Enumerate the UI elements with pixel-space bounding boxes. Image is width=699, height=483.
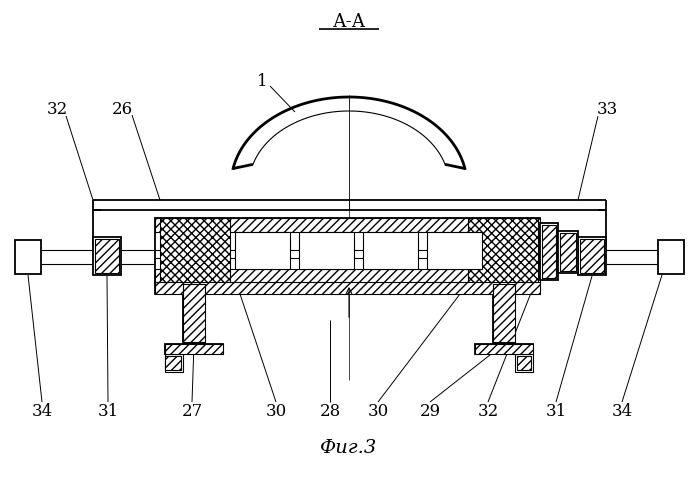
Text: 27: 27 (181, 403, 203, 421)
Text: 29: 29 (419, 403, 440, 421)
Bar (558, 231, 578, 273)
Bar (165, 354, 183, 372)
Bar (517, 356, 531, 370)
Text: 31: 31 (545, 403, 567, 421)
Text: 33: 33 (596, 101, 618, 118)
Bar (165, 356, 181, 370)
Bar (93, 237, 121, 275)
Bar (15, 240, 41, 274)
Bar (165, 344, 223, 354)
Text: 30: 30 (368, 403, 389, 421)
Bar (560, 233, 576, 271)
Bar (493, 282, 515, 344)
Bar (155, 282, 540, 294)
Text: 26: 26 (111, 101, 133, 118)
Bar (155, 269, 540, 283)
Text: 32: 32 (477, 403, 498, 421)
Bar (155, 282, 540, 294)
Bar (95, 239, 119, 273)
Text: 28: 28 (319, 403, 340, 421)
Text: 31: 31 (97, 403, 119, 421)
Bar (468, 218, 538, 283)
Bar (580, 239, 604, 273)
Bar (540, 223, 558, 280)
Bar (493, 284, 515, 342)
Bar (363, 232, 418, 269)
Bar (542, 225, 556, 278)
Bar (658, 240, 684, 274)
Text: 1: 1 (257, 73, 267, 90)
Text: А-А: А-А (333, 13, 366, 31)
Bar (183, 282, 205, 344)
Bar (160, 218, 230, 283)
Bar (155, 218, 540, 283)
Bar (475, 344, 533, 354)
Bar (299, 232, 354, 269)
Text: 34: 34 (612, 403, 633, 421)
Text: 34: 34 (31, 403, 52, 421)
Bar (475, 344, 533, 354)
Bar (427, 232, 482, 269)
Bar (155, 218, 540, 232)
Text: 30: 30 (266, 403, 287, 421)
Bar (183, 284, 205, 342)
Bar (235, 232, 290, 269)
Bar (515, 354, 533, 372)
Bar (165, 344, 223, 354)
Text: Фиг.3: Фиг.3 (320, 439, 377, 457)
Text: 32: 32 (46, 101, 68, 118)
Bar (578, 237, 606, 275)
